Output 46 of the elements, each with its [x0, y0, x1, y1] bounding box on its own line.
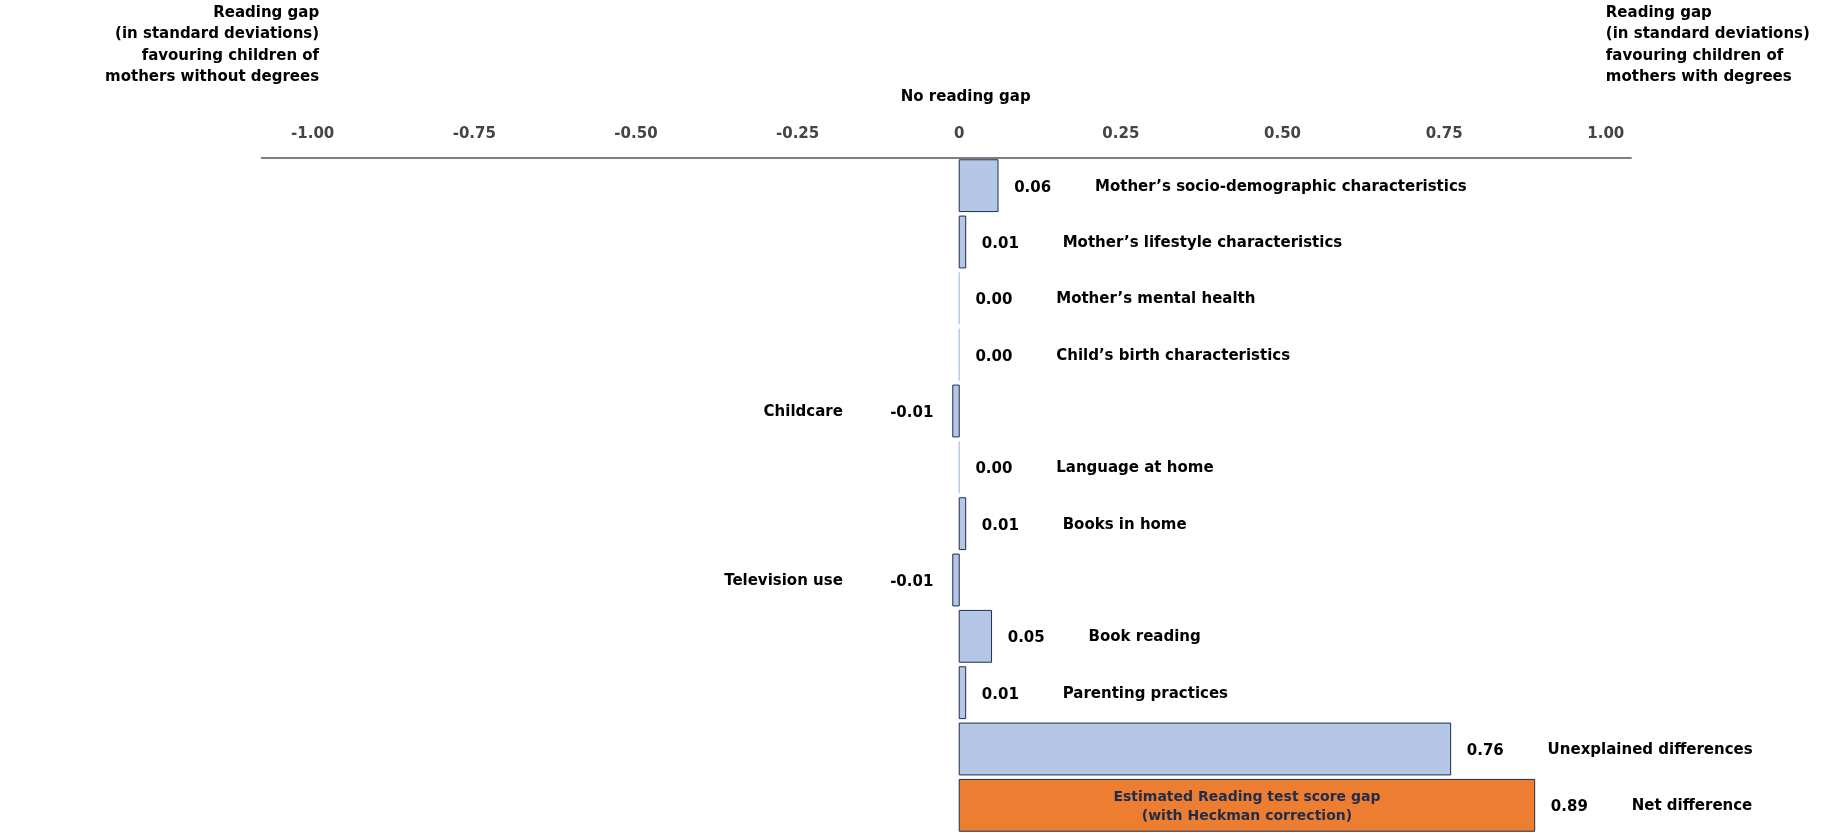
x-tick-label: -0.25 — [775, 123, 820, 142]
x-tick-label: 0.75 — [1425, 123, 1463, 142]
y-tick-label: Mother’s mental health — [1056, 289, 1256, 308]
bar — [958, 778, 1536, 832]
x-tick-label: -1.00 — [291, 123, 335, 142]
bar — [952, 384, 960, 438]
x-tick-label: 0.25 — [1102, 123, 1140, 142]
x-tick-label: -0.75 — [452, 123, 496, 142]
y-tick-label: Language at home — [1056, 458, 1214, 477]
data-label: 0.01 — [981, 684, 1019, 703]
y-tick-label: Childcare — [763, 402, 843, 420]
text: Reading gap (in standard deviations) favouring children of mothers with degrees — [1605, 2, 1810, 86]
y-tick-label: Parenting practices — [1062, 683, 1229, 702]
data-label: -0.01 — [890, 572, 934, 590]
data-label: 0.01 — [981, 515, 1019, 534]
data-label: 0.06 — [1014, 177, 1052, 196]
y-tick-label: Unexplained differences — [1547, 740, 1753, 758]
data-label: 0.00 — [975, 290, 1013, 309]
bar — [958, 497, 967, 551]
annotation: Estimated Reading test score gap (with Heckman correction) — [1113, 787, 1381, 823]
y-tick-label: Television use — [724, 571, 843, 589]
data-label: 0.00 — [975, 459, 1013, 478]
data-label: 0.00 — [975, 346, 1013, 365]
y-tick-label: Mother’s socio-demographic characteristics — [1095, 176, 1467, 195]
x-tick-label: 0.50 — [1264, 123, 1302, 142]
data-label: 0.01 — [981, 234, 1019, 252]
bar — [958, 215, 967, 269]
bar — [958, 722, 1452, 776]
y-tick-label: Books in home — [1062, 514, 1187, 533]
bar — [958, 609, 993, 663]
data-label: 0.05 — [1007, 628, 1045, 647]
data-label: -0.01 — [890, 403, 934, 421]
bar — [958, 666, 967, 720]
data-label: 0.76 — [1466, 741, 1504, 759]
data-label: 0.89 — [1550, 797, 1588, 816]
text: No reading gap — [900, 86, 1031, 105]
y-tick-label: Book reading — [1088, 627, 1201, 646]
y-tick-label: Net difference — [1631, 796, 1753, 815]
x-tick-label: 1.00 — [1587, 123, 1625, 142]
y-tick-label: Child’s birth characteristics — [1056, 345, 1291, 364]
bar — [958, 159, 999, 213]
bar — [952, 553, 960, 607]
x-tick-label: 0 — [954, 123, 965, 142]
y-tick-label: Mother’s lifestyle characteristics — [1062, 233, 1343, 251]
x-tick-label: -0.50 — [614, 123, 658, 142]
text: Reading gap (in standard deviations) favouring children of mothers without degrees — [105, 2, 320, 86]
